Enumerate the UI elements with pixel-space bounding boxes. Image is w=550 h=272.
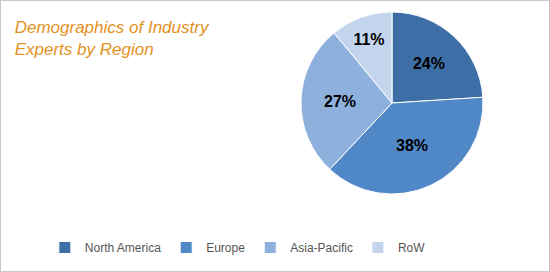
- svg-text:North America: North America: [85, 241, 161, 255]
- svg-text:38%: 38%: [396, 137, 428, 154]
- svg-text:RoW: RoW: [398, 241, 425, 255]
- svg-text:27%: 27%: [324, 93, 356, 110]
- svg-text:24%: 24%: [413, 55, 445, 72]
- svg-text:11%: 11%: [353, 31, 384, 48]
- svg-text:Europe: Europe: [206, 241, 245, 255]
- svg-text:Demographics of IndustryExpert: Demographics of IndustryExperts by Regio…: [15, 18, 210, 59]
- svg-text:Asia-Pacific: Asia-Pacific: [290, 241, 353, 255]
